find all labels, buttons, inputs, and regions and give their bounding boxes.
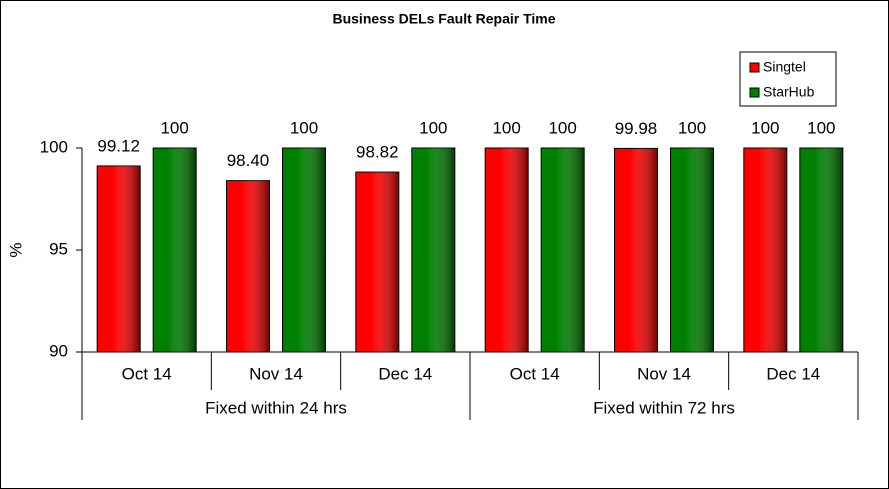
x-tick-label: Nov 14 [249, 364, 303, 383]
legend-swatch [749, 87, 760, 98]
value-label: 99.98 [615, 119, 658, 138]
y-tick-label: 100 [40, 137, 68, 156]
legend-label: Singtel [763, 59, 806, 75]
value-label: 99.12 [97, 136, 140, 155]
value-label: 100 [751, 118, 779, 137]
chart-title: Business DELs Fault Repair Time [332, 11, 555, 27]
bar-shade [226, 180, 270, 352]
value-label: 98.40 [227, 151, 270, 170]
y-tick-label: 90 [49, 341, 68, 360]
bar-shade [97, 165, 141, 352]
legend-swatch [749, 62, 760, 73]
x-tick-label: Nov 14 [637, 364, 691, 383]
bar-shade [485, 148, 529, 352]
x-tick-label: Oct 14 [510, 364, 560, 383]
value-label: 98.82 [356, 143, 399, 162]
x-tick-label: Dec 14 [378, 364, 432, 383]
value-label: 100 [160, 118, 188, 137]
value-label: 100 [678, 118, 706, 137]
bar-shade [670, 148, 714, 352]
value-label: 100 [807, 118, 835, 137]
group-label: Fixed within 24 hrs [205, 398, 347, 417]
value-label: 100 [290, 118, 318, 137]
x-tick-label: Dec 14 [766, 364, 820, 383]
y-axis-label: % [6, 242, 25, 257]
bar-shade [282, 148, 326, 352]
group-label: Fixed within 72 hrs [593, 398, 735, 417]
y-tick-label: 95 [49, 239, 68, 258]
value-label: 100 [492, 118, 520, 137]
x-tick-label: Oct 14 [122, 364, 172, 383]
value-label: 100 [419, 118, 447, 137]
bar-shade [541, 148, 585, 352]
bar-shade [355, 172, 399, 352]
legend-label: StarHub [763, 84, 815, 100]
bar-shade [743, 148, 787, 352]
bar-shade [153, 148, 197, 352]
value-label: 100 [548, 118, 576, 137]
bar-shade [799, 148, 843, 352]
bar-shade [614, 148, 658, 352]
bar-shade [411, 148, 455, 352]
